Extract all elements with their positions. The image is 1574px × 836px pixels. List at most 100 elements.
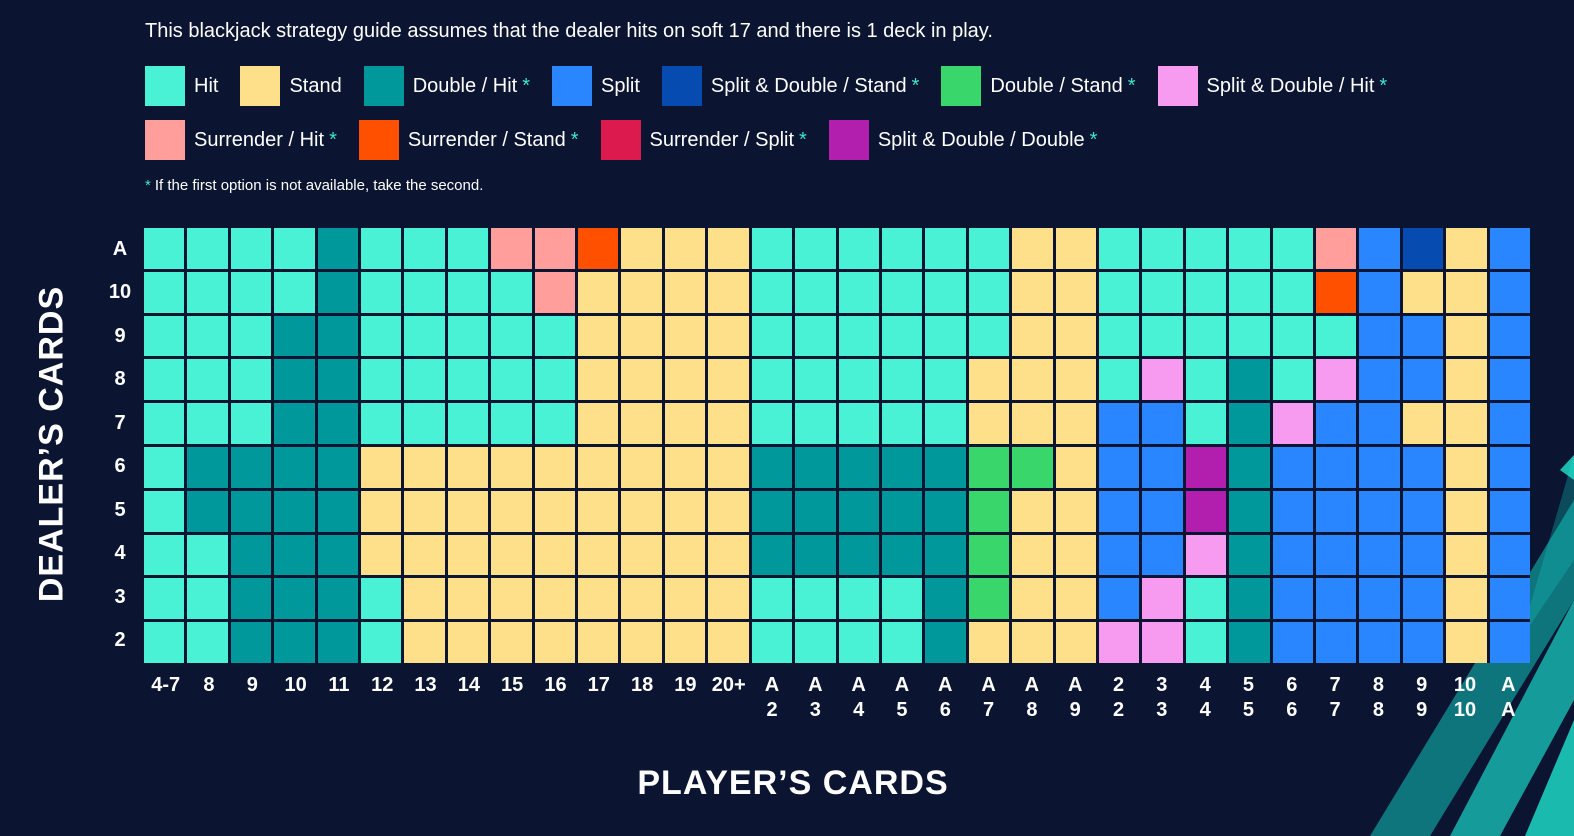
strategy-cell (881, 315, 923, 357)
legend-star: * (570, 128, 579, 151)
strategy-cell (187, 315, 228, 357)
strategy-cell (578, 271, 619, 313)
strategy-cell (1315, 315, 1357, 357)
strategy-cell (1315, 403, 1357, 444)
footnote: * If the first option is not available, t… (145, 177, 483, 194)
strategy-cell (838, 490, 879, 532)
strategy-cell (881, 271, 923, 313)
strategy-cell (491, 490, 532, 532)
strategy-cell (1359, 359, 1400, 401)
strategy-cell (1055, 578, 1096, 620)
strategy-cell (578, 228, 619, 269)
legend-label: Surrender / Hit (194, 128, 325, 151)
strategy-cell (1489, 403, 1530, 444)
strategy-cell (1489, 446, 1530, 488)
player-card-label-line: A (808, 674, 823, 696)
strategy-cell (1185, 403, 1227, 444)
strategy-cell (621, 228, 662, 269)
strategy-cell (361, 622, 402, 663)
strategy-cell (621, 622, 662, 663)
player-card-label: 16 (528, 673, 583, 698)
player-card-label-line: 3 (1156, 699, 1168, 721)
strategy-cell (1142, 534, 1183, 576)
strategy-cell (1402, 359, 1444, 401)
strategy-cell (274, 228, 315, 269)
strategy-cell (1446, 359, 1487, 401)
strategy-cell (708, 622, 749, 663)
strategy-cell (1142, 271, 1183, 313)
player-card-label-line: 10 (1453, 699, 1477, 721)
strategy-cell (404, 534, 445, 576)
strategy-cell (1489, 578, 1530, 620)
strategy-cell (795, 403, 836, 444)
strategy-cell (838, 271, 879, 313)
legend-label: Hit (194, 74, 219, 97)
player-card-label-line: 10 (1453, 674, 1477, 696)
strategy-cell (1402, 622, 1444, 663)
legend-label: Double / Stand (990, 74, 1123, 97)
player-card-label-line: 6 (1286, 699, 1298, 721)
strategy-cell (361, 271, 402, 313)
strategy-cell (1185, 578, 1227, 620)
strategy-cell (1359, 578, 1400, 620)
strategy-cell (968, 446, 1010, 488)
strategy-cell (534, 490, 576, 532)
dealer-card-label: 3 (114, 585, 126, 608)
strategy-cell (1489, 228, 1530, 269)
strategy-cell (144, 271, 185, 313)
strategy-cell (1446, 271, 1487, 313)
player-card-label-line: A (1024, 674, 1040, 696)
player-card-label-line: 9 (1416, 674, 1428, 696)
strategy-cell (968, 315, 1010, 357)
strategy-cell (491, 315, 532, 357)
strategy-cell (1185, 446, 1227, 488)
strategy-cell (187, 271, 228, 313)
strategy-cell (361, 315, 402, 357)
strategy-cell (361, 490, 402, 532)
strategy-cell (1055, 403, 1096, 444)
strategy-cell (1315, 490, 1357, 532)
strategy-cell (404, 403, 445, 444)
strategy-cell (621, 271, 662, 313)
strategy-cell (664, 359, 706, 401)
player-card-label-line: 15 (501, 674, 524, 696)
player-card-label-line: 9 (1069, 699, 1081, 721)
strategy-cell (1489, 534, 1530, 576)
strategy-cell (1229, 490, 1270, 532)
strategy-cell (968, 534, 1010, 576)
strategy-cell (491, 446, 532, 488)
player-card-label-line: 10 (284, 674, 307, 696)
strategy-cell (361, 446, 402, 488)
player-card-label-line: A (938, 674, 953, 696)
legend-item: Hit (145, 66, 218, 106)
strategy-cell (1098, 578, 1140, 620)
player-card-label-line: 4 (853, 699, 865, 721)
strategy-cell (578, 403, 619, 444)
strategy-cell (1359, 403, 1400, 444)
strategy-cell (751, 228, 793, 269)
strategy-cell (534, 359, 576, 401)
footnote-text: If the first option is not available, ta… (154, 177, 484, 194)
strategy-cell (1446, 622, 1487, 663)
player-card-label-line: 16 (544, 674, 567, 696)
strategy-cell (1012, 228, 1053, 269)
strategy-cell (621, 403, 662, 444)
legend-item: Split & Double / Stand * (661, 66, 919, 106)
strategy-cell (751, 578, 793, 620)
strategy-cell (1359, 534, 1400, 576)
strategy-cell (664, 271, 706, 313)
strategy-cell (144, 315, 185, 357)
legend-row: Surrender / Hit * Surrender / Stand * Surren… (145, 120, 1119, 160)
strategy-cell (1272, 228, 1313, 269)
strategy-cell (361, 403, 402, 444)
legend-swatch (1157, 66, 1198, 106)
strategy-cell (534, 534, 576, 576)
strategy-cell (187, 578, 228, 620)
strategy-cell (1489, 622, 1530, 663)
player-card-label-line: 8 (1026, 699, 1038, 721)
player-card-label-line: A (981, 674, 996, 696)
strategy-cell (404, 228, 445, 269)
strategy-cell (881, 534, 923, 576)
